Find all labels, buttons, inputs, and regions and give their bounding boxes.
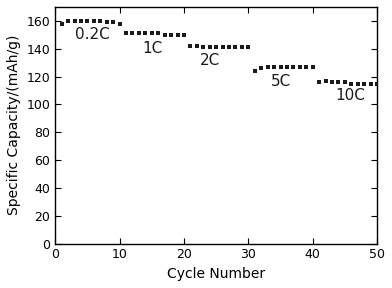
- Point: [316, 80, 322, 84]
- Point: [136, 31, 142, 36]
- Point: [342, 80, 348, 84]
- Point: [194, 43, 200, 48]
- Text: 5C: 5C: [271, 74, 291, 89]
- Point: [245, 45, 251, 50]
- Point: [58, 21, 65, 26]
- Point: [65, 18, 71, 23]
- Point: [361, 81, 367, 86]
- Point: [271, 65, 277, 69]
- Point: [303, 65, 309, 69]
- Point: [207, 45, 213, 50]
- Point: [91, 18, 97, 23]
- Point: [78, 18, 84, 23]
- Point: [155, 31, 162, 36]
- Point: [278, 65, 284, 69]
- Y-axis label: Specific Capacity/(mAh/g): Specific Capacity/(mAh/g): [7, 35, 21, 215]
- Point: [252, 69, 258, 73]
- Text: 2C: 2C: [200, 53, 220, 69]
- Point: [258, 66, 264, 71]
- Point: [103, 20, 110, 24]
- Point: [329, 80, 335, 84]
- Point: [374, 81, 380, 86]
- Point: [174, 33, 181, 37]
- Point: [265, 65, 271, 69]
- Text: 10C: 10C: [335, 88, 365, 103]
- Point: [116, 21, 123, 26]
- Point: [168, 33, 174, 37]
- Point: [129, 31, 136, 36]
- Point: [187, 43, 194, 48]
- Point: [142, 31, 149, 36]
- Point: [110, 20, 116, 24]
- Point: [213, 45, 219, 50]
- Point: [355, 81, 361, 86]
- Point: [290, 65, 296, 69]
- Point: [284, 65, 290, 69]
- X-axis label: Cycle Number: Cycle Number: [167, 267, 265, 281]
- Point: [200, 45, 207, 50]
- Point: [84, 18, 91, 23]
- Point: [123, 31, 129, 36]
- Point: [310, 65, 316, 69]
- Point: [71, 18, 78, 23]
- Point: [323, 78, 329, 83]
- Point: [239, 45, 245, 50]
- Point: [181, 33, 187, 37]
- Point: [97, 18, 103, 23]
- Point: [232, 45, 239, 50]
- Text: 1C: 1C: [142, 41, 162, 56]
- Text: 0.2C: 0.2C: [74, 27, 109, 42]
- Point: [226, 45, 232, 50]
- Point: [297, 65, 303, 69]
- Point: [367, 81, 374, 86]
- Point: [162, 33, 168, 37]
- Point: [335, 80, 341, 84]
- Point: [149, 31, 155, 36]
- Point: [348, 81, 354, 86]
- Point: [220, 45, 226, 50]
